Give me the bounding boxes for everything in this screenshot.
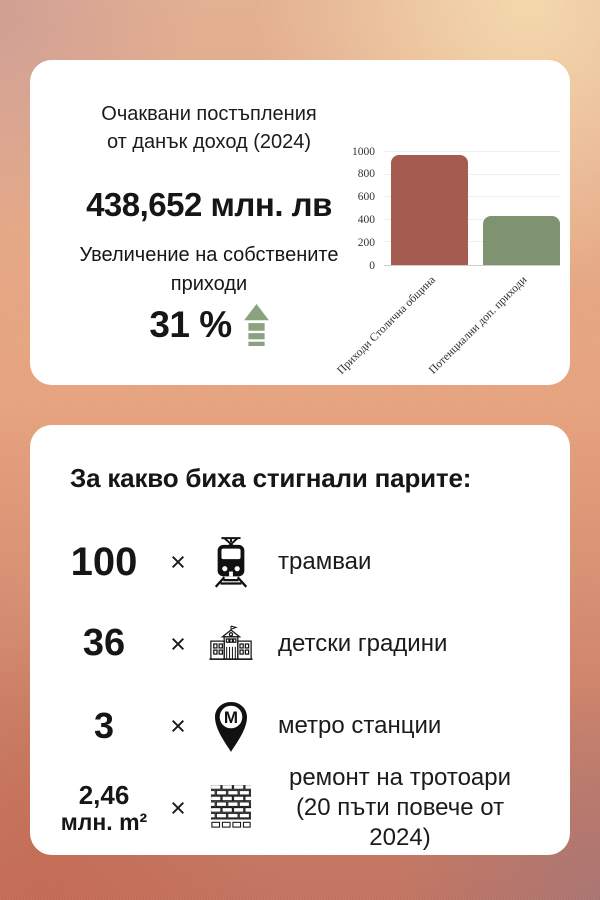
sidewalks-label-line2: (20 пъти повече от 2024) — [295, 794, 505, 851]
card2-title: За какво биха стигнали парите: — [70, 463, 472, 493]
card1-title: Очаквани постъпления от данък доход (202… — [48, 100, 370, 156]
kindergartens-label: детски градини — [278, 630, 448, 657]
revenue-subtitle: Увеличение на собствените приходи — [48, 241, 370, 299]
multiply-sign: × — [170, 792, 186, 823]
y-tick-label: 600 — [357, 190, 375, 203]
list-item-kindergartens: 36 × детски г — [60, 604, 540, 684]
percent-increase-group: 31 % — [48, 304, 370, 346]
revenue-subtitle-line2: приходи — [170, 273, 248, 295]
spending-equivalents-card: За какво биха стигнали парите: 100 × тра… — [30, 425, 570, 855]
y-tick-label: 0 — [369, 259, 375, 272]
multiply-sign: × — [170, 628, 186, 659]
bar-chart-plot — [384, 151, 560, 266]
multiply-sign: × — [170, 710, 186, 741]
trams-quantity: 100 — [70, 540, 138, 584]
gridline — [384, 241, 560, 243]
x-category-label: Потенциални доп. приходи — [427, 274, 530, 377]
percent-increase-value: 31 % — [149, 304, 232, 345]
list-item-metro: 3 × M метро станции — [60, 686, 540, 766]
multiply-sign: × — [170, 546, 186, 577]
bar-chart: 0 200 400 600 800 1000 Приходи Столична общин… — [335, 146, 564, 382]
bar-1 — [482, 215, 560, 265]
svg-text:M: M — [224, 708, 238, 727]
x-category-label: Приходи Столична община — [335, 274, 439, 377]
sidewalks-label-line1: ремонт на тротоари — [288, 764, 512, 791]
gridline — [384, 151, 560, 152]
y-tick-label: 200 — [357, 236, 375, 249]
sidewalks-label: ремонт на тротоари (20 пъти повече от 20… — [254, 763, 540, 853]
sidewalks-quantity-value: 2,46 — [78, 780, 130, 811]
y-tick-label: 1000 — [352, 145, 375, 158]
increase-arrow-icon — [243, 304, 269, 346]
card1-title-line2: от данък доход (2024) — [106, 131, 312, 153]
gridline — [384, 196, 560, 198]
trams-label: трамваи — [278, 548, 372, 575]
bricks-icon — [208, 784, 254, 832]
metro-pin-icon: M — [208, 700, 254, 753]
kindergarten-icon — [208, 621, 254, 667]
kindergartens-quantity: 36 — [82, 622, 126, 665]
bar-chart-xlabels: Приходи Столична община Потенциални доп. … — [335, 272, 560, 382]
sidewalks-quantity-unit: млн. m² — [60, 808, 148, 835]
y-tick-label: 800 — [357, 168, 375, 181]
gridline — [384, 218, 560, 220]
list-item-sidewalks: 2,46 млн. m² × — [60, 764, 540, 851]
gridline — [384, 173, 560, 175]
equivalents-list: 100 × трамваи 36 × — [60, 522, 540, 851]
revenue-amount: 438,652 млн. лв — [86, 186, 332, 223]
metro-label: метро станции — [278, 712, 442, 739]
y-tick-label: 400 — [357, 213, 375, 226]
bar-chart-yaxis: 0 200 400 600 800 1000 — [338, 146, 380, 271]
sidewalks-quantity: 2,46 млн. m² — [60, 781, 148, 835]
metro-quantity: 3 — [93, 705, 115, 747]
list-item-trams: 100 × трамваи — [60, 522, 540, 602]
card1-title-line1: Очаквани постъпления — [101, 103, 317, 125]
tram-icon — [208, 536, 254, 588]
revenue-subtitle-line1: Увеличение на собствените — [79, 244, 339, 266]
revenue-summary-card: Очаквани постъпления от данък доход (202… — [30, 60, 570, 385]
bar-0 — [391, 155, 469, 265]
